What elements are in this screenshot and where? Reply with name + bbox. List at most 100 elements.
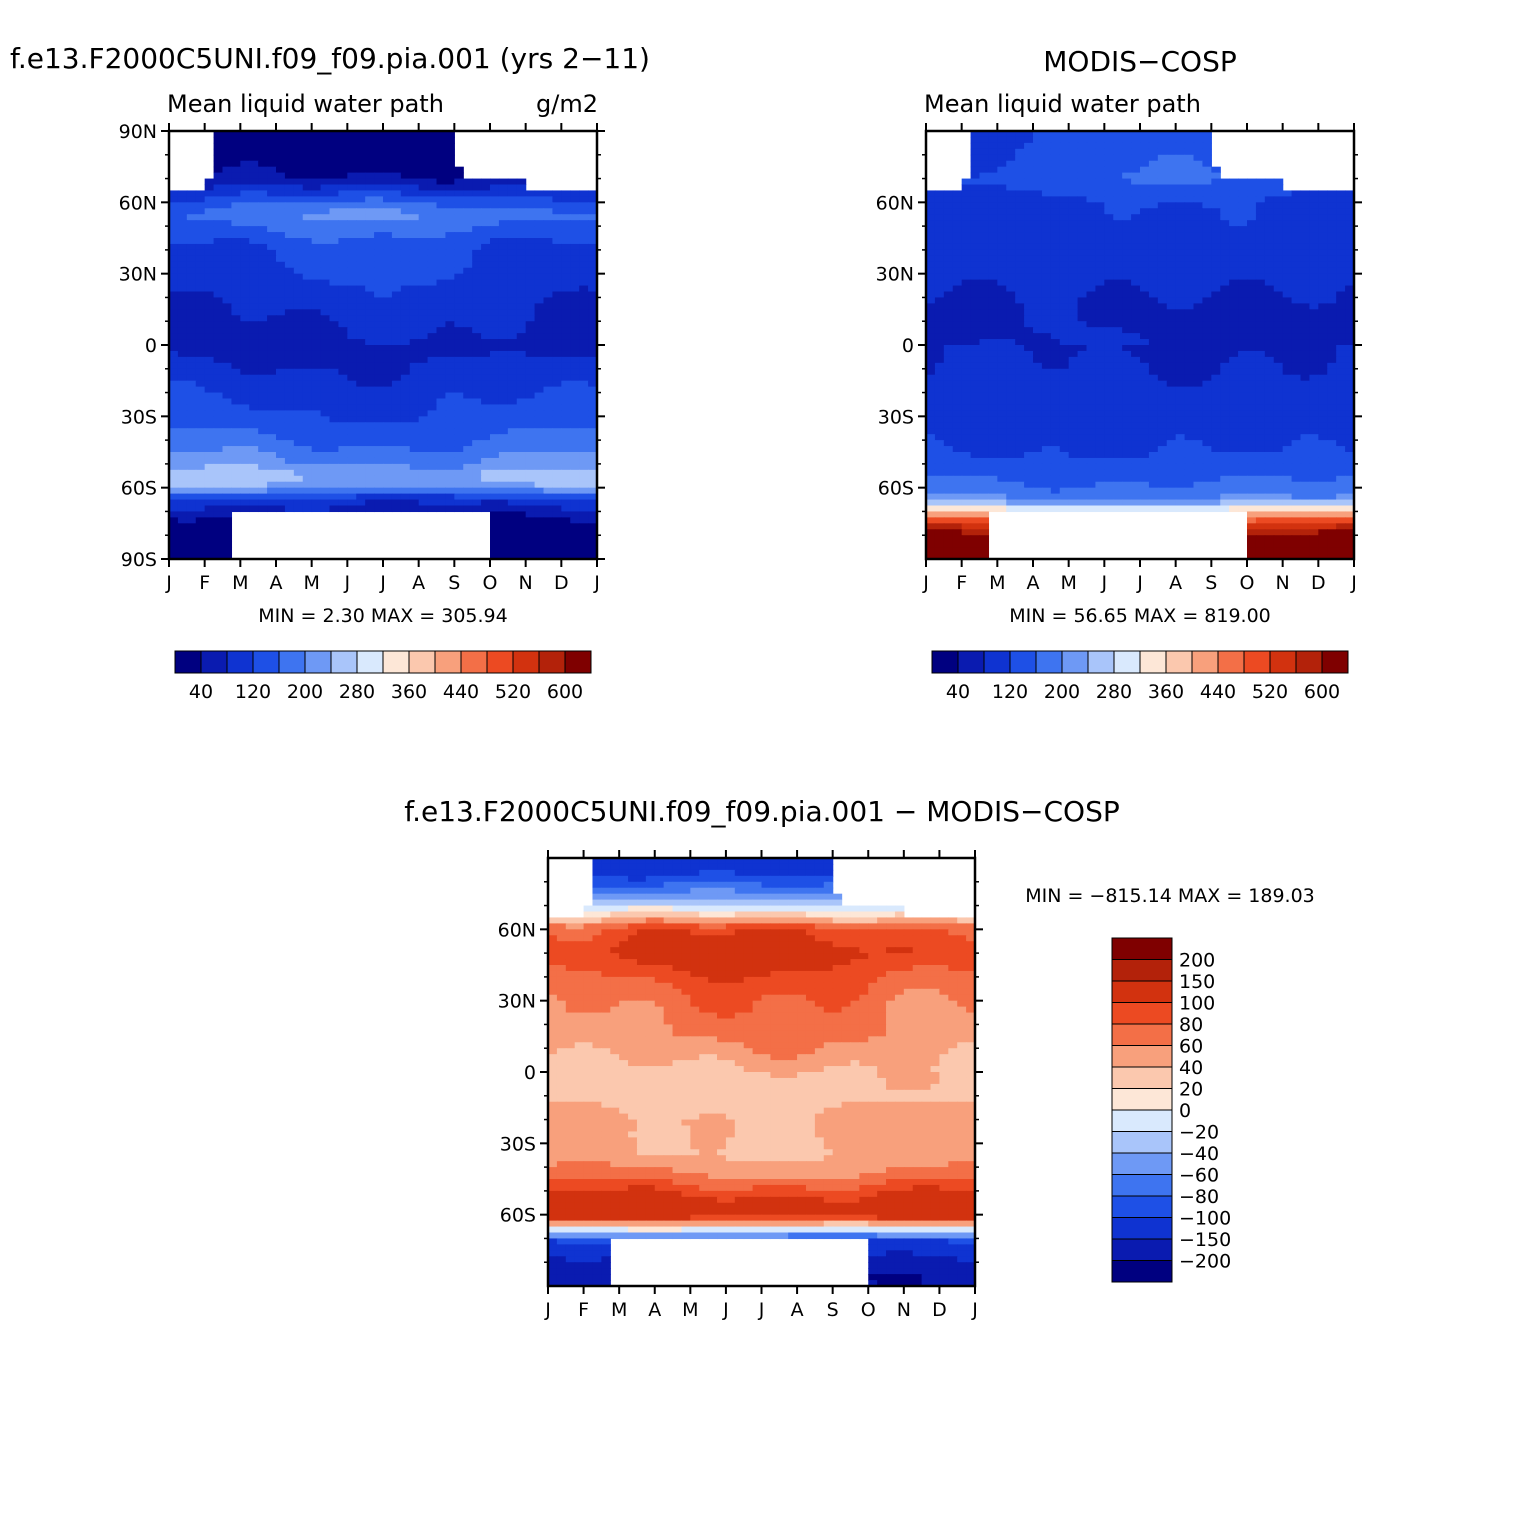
contour-cell [570,488,580,495]
contour-cell [338,185,348,192]
contour-cell [1131,268,1141,275]
contour-cell [1229,327,1239,334]
contour-cell [330,410,340,417]
contour-cell [392,321,402,328]
contour-cell [926,363,936,370]
contour-cell [276,476,286,483]
contour-cell [419,476,429,483]
contour-cell [1033,208,1043,215]
contour-cell [1042,137,1052,144]
contour-cell [285,393,295,400]
contour-cell [490,297,500,304]
contour-cell [383,268,393,275]
contour-cell [1327,232,1337,239]
contour-cell [508,476,518,483]
contour-cell [169,494,179,501]
contour-cell [1149,214,1159,221]
contour-cell [971,196,981,203]
contour-cell [249,404,259,411]
contour-cell [1015,262,1025,269]
contour-cell [481,494,491,501]
contour-cell [1318,232,1328,239]
contour-cell [935,381,945,388]
contour-cell [526,517,536,524]
contour-cell [249,173,259,180]
contour-cell [437,244,447,251]
contour-cell [1015,321,1025,328]
contour-cell [1095,292,1105,299]
contour-cell [570,274,580,281]
contour-cell [552,446,562,453]
contour-cell [971,226,981,233]
contour-cell [1283,357,1293,364]
contour-cell [1149,262,1159,269]
contour-cell [1140,369,1150,376]
contour-cell [1113,190,1123,197]
contour-cell [1167,315,1177,322]
contour-cell [561,232,571,239]
contour-cell [419,250,429,257]
model-units: g/m2 [536,90,598,118]
contour-cell [231,321,241,328]
contour-cell [330,482,340,489]
contour-cell [347,185,357,192]
contour-cell [1202,309,1212,316]
contour-cell [285,202,295,209]
contour-cell [294,226,304,233]
contour-cell [338,446,348,453]
contour-cell [196,434,206,441]
contour-cell [1131,309,1141,316]
contour-cell [276,297,286,304]
contour-cell [499,286,509,293]
contour-cell [1327,196,1337,203]
contour-cell [410,173,420,180]
contour-cell [285,309,295,316]
contour-cell [570,416,580,423]
contour-cell [392,446,402,453]
contour-cell [356,393,366,400]
contour-cell [1185,196,1195,203]
contour-cell [214,375,224,382]
contour-cell [535,262,545,269]
contour-cell [481,196,491,203]
contour-cell [1292,315,1302,322]
colorbar-label: 120 [235,681,271,703]
contour-cell [285,452,295,459]
contour-cell [401,262,411,269]
contour-cell [561,422,571,429]
contour-cell [1131,190,1141,197]
contour-cell [205,476,215,483]
contour-cell [1149,196,1159,203]
contour-cell [267,256,277,263]
contour-cell [428,185,438,192]
colorbar-swatch [357,651,383,673]
contour-cell [962,381,972,388]
contour-cell [552,226,562,233]
contour-cell [196,410,206,417]
x-tick-label: J [379,572,386,594]
contour-cell [1113,161,1123,168]
contour-cell [1078,202,1088,209]
contour-cell [330,321,340,328]
contour-cell [445,244,455,251]
contour-cell [526,476,536,483]
contour-cell [490,458,500,465]
contour-cell [169,303,179,310]
contour-cell [1104,262,1114,269]
contour-cell [445,196,455,203]
contour-cell [526,452,536,459]
contour-cell [374,506,384,513]
contour-cell [321,244,331,251]
contour-cell [988,357,998,364]
contour-cell [1318,369,1328,376]
contour-cell [1247,214,1257,221]
contour-cell [570,523,580,530]
contour-cell [214,149,224,156]
contour-cell [231,404,241,411]
contour-cell [258,309,268,316]
contour-cell [1176,262,1186,269]
contour-cell [1149,137,1159,144]
contour-cell [267,327,277,334]
contour-cell [1149,202,1159,209]
contour-cell [330,143,340,150]
